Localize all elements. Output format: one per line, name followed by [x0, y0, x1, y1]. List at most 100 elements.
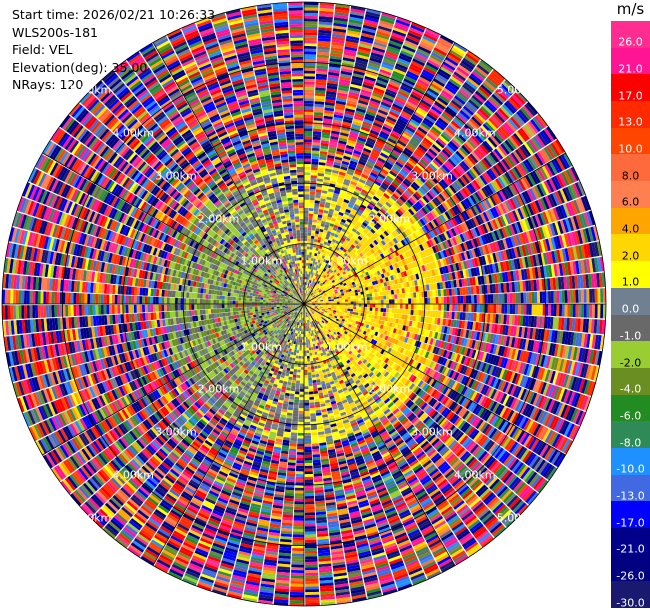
velocity-gate: [304, 32, 318, 36]
velocity-gate: [323, 179, 330, 183]
velocity-gate: [304, 51, 317, 55]
velocity-gate: [443, 296, 447, 304]
velocity-gate: [340, 163, 349, 168]
velocity-gate: [306, 249, 310, 253]
velocity-gate: [321, 249, 325, 253]
velocity-gate: [333, 224, 339, 229]
velocity-gate: [357, 292, 361, 296]
velocity-gate: [304, 111, 314, 115]
velocity-gate: [349, 198, 356, 204]
velocity-gate: [332, 169, 339, 174]
velocity-gate: [411, 91, 423, 99]
velocity-gate: [330, 47, 344, 52]
velocity-gate: [504, 293, 508, 304]
velocity-gate: [350, 5, 366, 11]
velocity-gate: [591, 304, 595, 318]
velocity-gate: [308, 288, 310, 292]
velocity-gate: [326, 196, 332, 201]
velocity-gate: [417, 45, 432, 54]
velocity-gate: [402, 130, 413, 138]
velocity-gate: [317, 170, 325, 174]
velocity-gate: [345, 301, 348, 304]
velocity-gate: [369, 304, 373, 308]
velocity-gate: [355, 186, 363, 192]
velocity-gate: [340, 68, 353, 73]
velocity-gate: [355, 306, 359, 310]
velocity-gate: [304, 4, 319, 8]
velocity-gate: [385, 50, 399, 58]
velocity-gate: [316, 244, 320, 249]
velocity-gate: [315, 279, 318, 283]
velocity-gate: [306, 279, 308, 283]
velocity-gate: [393, 147, 403, 154]
velocity-gate: [383, 304, 387, 308]
velocity-gate: [336, 148, 345, 153]
velocity-gate: [356, 211, 362, 217]
velocity-gate: [351, 155, 360, 161]
velocity-gate: [372, 300, 376, 304]
velocity-gate: [396, 93, 408, 101]
velocity-gate: [310, 180, 317, 184]
velocity-gate: [334, 11, 349, 17]
velocity-gate: [304, 229, 308, 233]
velocity-gate: [319, 254, 323, 258]
velocity-gate: [429, 54, 443, 64]
velocity-gate: [374, 116, 385, 124]
velocity-gate: [414, 53, 428, 62]
velocity-gate: [388, 308, 392, 313]
velocity-gate: [325, 260, 329, 264]
velocity-gate: [335, 100, 346, 106]
velocity-gate: [304, 98, 314, 102]
velocity-gate: [394, 299, 398, 304]
velocity-gate: [305, 284, 307, 288]
velocity-gate: [385, 312, 389, 317]
velocity-gate: [352, 293, 356, 297]
velocity-gate: [304, 232, 308, 236]
velocity-gate: [318, 211, 323, 216]
velocity-gate: [361, 173, 369, 179]
velocity-gate: [373, 41, 387, 48]
velocity-gate: [353, 118, 363, 124]
velocity-gate: [390, 151, 400, 159]
velocity-gate: [313, 112, 324, 116]
velocity-gate: [360, 89, 372, 95]
velocity-gate: [311, 227, 316, 231]
velocity-gate: [313, 266, 316, 270]
velocity-gate: [412, 113, 423, 122]
velocity-gate: [336, 238, 341, 242]
velocity-gate: [335, 3, 350, 9]
velocity-gate: [339, 221, 345, 226]
velocity-gate: [348, 134, 358, 140]
velocity-gate: [304, 207, 309, 211]
velocity-gate: [304, 218, 309, 222]
velocity-gate: [346, 170, 354, 176]
velocity-gate: [327, 80, 339, 85]
velocity-gate: [376, 159, 385, 166]
velocity-gate: [318, 167, 325, 171]
velocity-gate: [320, 251, 324, 256]
velocity-gate: [335, 240, 340, 245]
velocity-gate: [314, 233, 319, 237]
velocity-gate: [342, 216, 348, 221]
velocity-gate: [438, 37, 453, 47]
velocity-gate: [384, 120, 395, 128]
velocity-gate: [318, 29, 332, 34]
velocity-gate: [347, 27, 362, 33]
velocity-gate: [358, 178, 366, 184]
velocity-gate: [311, 164, 319, 168]
velocity-gate: [380, 299, 384, 304]
velocity-gate: [397, 118, 408, 126]
velocity-gate: [391, 130, 401, 138]
velocity-gate: [357, 48, 371, 55]
velocity-gate: [323, 305, 326, 307]
velocity-gate: [377, 307, 381, 312]
velocity-gate: [326, 91, 337, 96]
velocity-gate: [314, 95, 325, 100]
velocity-gate: [391, 32, 406, 40]
velocity-gate: [347, 203, 354, 209]
velocity-gate: [340, 206, 346, 211]
velocity-gate: [304, 246, 307, 250]
velocity-gate: [369, 57, 382, 64]
velocity-gate: [360, 126, 371, 132]
velocity-gate: [304, 298, 305, 302]
